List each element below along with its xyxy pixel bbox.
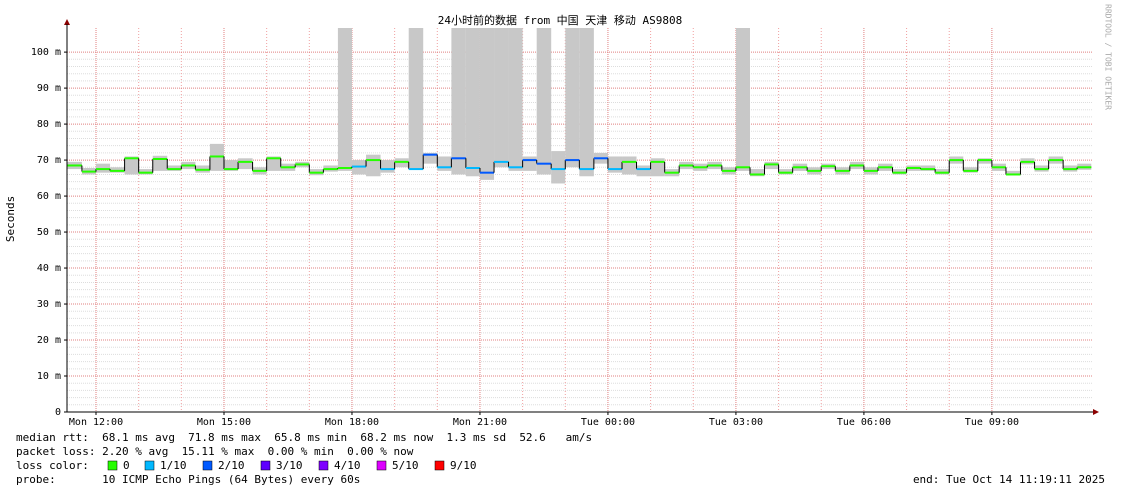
legend-swatch — [107, 460, 118, 471]
x-tick-label: Tue 00:00 — [581, 417, 635, 428]
smoke — [622, 156, 637, 175]
stats-median: median rtt: 68.1 ms avg 71.8 ms max 65.8… — [16, 431, 592, 444]
smoke — [238, 158, 253, 170]
x-tick-label: Tue 03:00 — [709, 417, 763, 428]
smoke — [607, 156, 623, 173]
smoke — [266, 156, 281, 171]
smoke — [223, 160, 239, 171]
smoke — [337, 28, 352, 171]
smoke — [536, 28, 552, 175]
end-time: end: Tue Oct 14 11:19:11 2025 — [913, 473, 1105, 486]
legend-swatch — [376, 460, 387, 471]
legend-swatch — [318, 460, 329, 471]
smoke — [764, 161, 779, 170]
smoke — [423, 152, 438, 164]
smoke — [479, 28, 495, 180]
legend-swatch — [434, 460, 445, 471]
legend-label: 5/10 — [392, 459, 419, 472]
smoke — [522, 156, 537, 171]
x-tick-label: Mon 21:00 — [453, 417, 507, 428]
y-arrow — [64, 19, 70, 25]
y-tick-label: 100 m — [31, 47, 61, 58]
smoke — [508, 28, 523, 171]
smoke — [124, 156, 139, 175]
legend-label: loss color: — [16, 459, 89, 472]
x-tick-label: Mon 12:00 — [69, 417, 123, 428]
x-tick-label: Tue 09:00 — [965, 417, 1019, 428]
legend-label: 9/10 — [450, 459, 477, 472]
legend-label: 2/10 — [218, 459, 245, 472]
y-tick-label: 70 m — [37, 155, 61, 166]
smoke — [1005, 170, 1021, 176]
smoke — [579, 28, 594, 177]
smoke — [551, 151, 566, 184]
x-tick-label: Mon 18:00 — [325, 417, 379, 428]
smoke — [565, 28, 580, 168]
chart-title: 24小时前的数据 from 中国 天津 移动 AS9808 — [438, 13, 683, 27]
x-tick-label: Tue 06:00 — [837, 417, 891, 428]
legend-swatch — [144, 460, 155, 471]
smoke — [750, 169, 765, 177]
y-tick-label: 80 m — [37, 119, 61, 130]
probe-info: probe: 10 ICMP Echo Pings (64 Bytes) eve… — [16, 473, 360, 486]
smoke — [636, 165, 651, 177]
smoke — [451, 28, 466, 175]
x-arrow — [1093, 409, 1099, 415]
y-tick-label: 30 m — [37, 299, 61, 310]
legend-label: 3/10 — [276, 459, 303, 472]
y-tick-label: 0 — [55, 407, 61, 418]
y-tick-label: 90 m — [37, 83, 61, 94]
y-axis-label: Seconds — [4, 196, 17, 242]
smoke — [408, 28, 424, 170]
y-tick-label: 50 m — [37, 227, 61, 238]
smoke — [437, 156, 452, 171]
y-tick-label: 20 m — [37, 335, 61, 346]
smoke — [366, 154, 381, 177]
legend-swatch — [260, 460, 271, 471]
y-tick-label: 60 m — [37, 191, 61, 202]
smoke — [735, 28, 751, 171]
smoke — [380, 160, 395, 173]
x-tick-label: Mon 15:00 — [197, 417, 251, 428]
smoke — [494, 28, 509, 168]
stats-loss: packet loss: 2.20 % avg 15.11 % max 0.00… — [16, 445, 414, 458]
legend-label: 4/10 — [334, 459, 361, 472]
y-tick-label: 40 m — [37, 263, 61, 274]
legend-label: 1/10 — [160, 459, 187, 472]
legend-label: 0 — [123, 459, 130, 472]
watermark: RRDTOOL / TOBI OETIKER — [1104, 4, 1113, 110]
y-tick-label: 10 m — [37, 371, 61, 382]
smoke — [465, 28, 480, 177]
plot-area — [67, 28, 1093, 413]
legend-swatch — [202, 460, 213, 471]
